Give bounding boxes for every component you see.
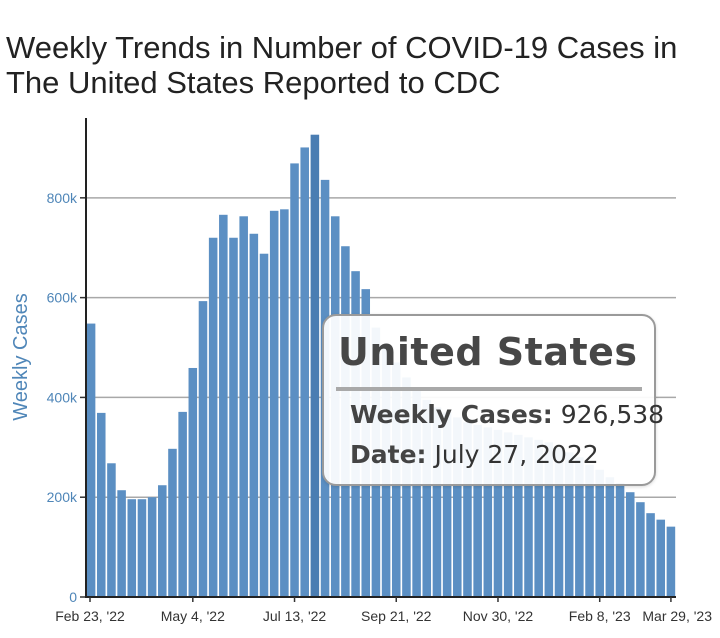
bar: [310, 134, 320, 597]
x-tick-labels: Feb 23, '22 May 4, '22 Jul 13, '22 Sep 21, …: [55, 608, 712, 624]
y-axis-label: Weekly Cases: [10, 293, 32, 420]
x-tick-label: Nov 30, '22: [463, 608, 534, 624]
bar: [269, 210, 279, 597]
chart-title-line-1: Weekly Trends in Number of COVID-19 Case…: [6, 30, 678, 65]
bar: [249, 233, 259, 597]
bar: [575, 457, 584, 597]
x-tick-label: Jul 13, '22: [263, 608, 327, 624]
tooltip-date-value: July 27, 2022: [434, 440, 599, 469]
tooltip-title: United States: [338, 330, 638, 374]
bar: [86, 323, 96, 597]
chart-title: Weekly Trends in Number of COVID-19 Case…: [6, 30, 706, 100]
bar: [158, 485, 167, 597]
bar: [453, 417, 462, 597]
bar: [117, 490, 126, 597]
bar: [412, 389, 421, 597]
y-tick-label: 800k: [47, 190, 78, 206]
bar: [666, 526, 676, 597]
bar: [503, 432, 513, 597]
x-tick-label: May 4, '22: [161, 608, 225, 624]
tooltip-weekly-cases-label: Weekly Cases:: [350, 400, 553, 429]
bar: [514, 434, 523, 597]
bar: [219, 214, 228, 597]
tooltip-divider: [336, 387, 642, 391]
bar: [442, 412, 452, 597]
bar: [564, 452, 574, 597]
bar: [432, 407, 442, 597]
bar: [188, 367, 198, 597]
bar: [107, 463, 116, 597]
bar: [259, 253, 269, 597]
bar: [147, 497, 157, 597]
y-tick-label: 600k: [47, 290, 78, 306]
bar: [615, 483, 625, 597]
bar: [127, 499, 137, 597]
bar: [300, 147, 309, 597]
bar: [137, 499, 147, 597]
bar: [595, 469, 604, 597]
x-tick-label: Mar 29, '23: [642, 608, 712, 624]
bar: [585, 464, 594, 597]
bar: [239, 216, 248, 597]
bar: [544, 442, 554, 597]
bar: [625, 492, 635, 597]
bar: [534, 439, 543, 597]
bar: [463, 422, 472, 597]
hover-tooltip: United States Weekly Cases: 926,538 Date…: [322, 314, 664, 486]
bar: [208, 237, 218, 597]
x-tick-label: Feb 23, '22: [55, 608, 125, 624]
bar: [422, 399, 432, 597]
bar: [198, 301, 208, 597]
bar: [229, 237, 238, 597]
bar: [636, 502, 645, 597]
tooltip-date-label: Date:: [350, 440, 427, 469]
axes: [80, 118, 676, 602]
bars: [86, 134, 676, 597]
bar: [280, 209, 289, 597]
bar: [402, 377, 411, 597]
bar: [483, 427, 493, 597]
tooltip-weekly-cases: Weekly Cases: 926,538: [350, 400, 664, 429]
bar: [178, 411, 187, 597]
bar: [524, 437, 533, 597]
y-tick-labels: 0 200k 400k 600k 800k: [47, 190, 78, 605]
bar: [473, 424, 482, 597]
chart-title-line-2: The United States Reported to CDC: [6, 65, 501, 100]
tooltip-date: Date: July 27, 2022: [350, 440, 599, 469]
bar: [656, 519, 666, 597]
x-tick-label: Feb 8, '23: [569, 608, 631, 624]
bar: [493, 429, 503, 597]
y-tick-label: 400k: [47, 389, 78, 405]
bar: [605, 477, 615, 597]
x-tick-label: Sep 21, '22: [361, 608, 432, 624]
y-tick-label: 0: [69, 589, 77, 605]
bar: [290, 163, 299, 597]
bar: [96, 412, 106, 597]
bar: [168, 448, 177, 597]
y-tick-label: 200k: [47, 489, 78, 505]
tooltip-weekly-cases-value: 926,538: [560, 400, 665, 429]
bar: [646, 513, 655, 597]
bar: [554, 447, 564, 597]
